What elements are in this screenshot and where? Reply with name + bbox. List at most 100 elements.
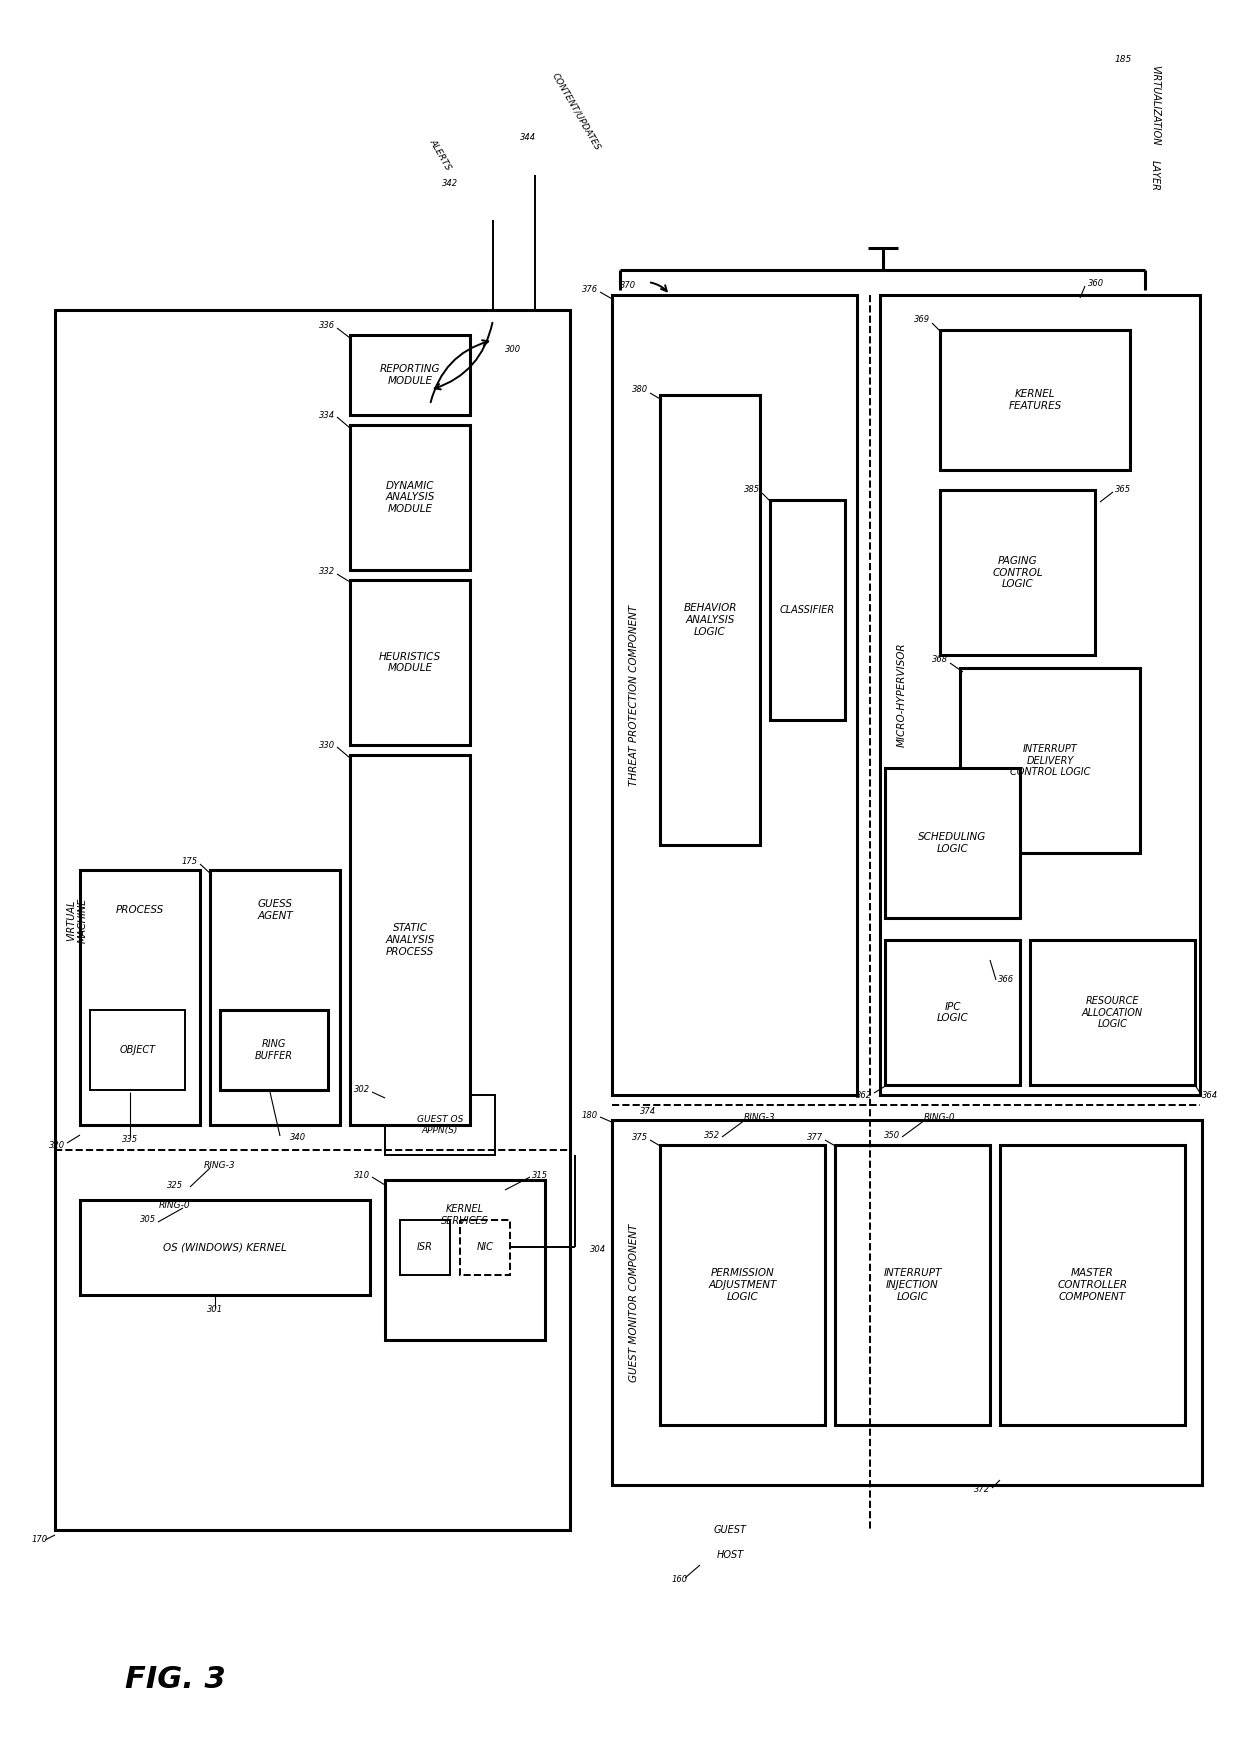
Bar xyxy=(613,1120,1202,1486)
Text: 340: 340 xyxy=(290,1134,306,1142)
Text: INTERRUPT
DELIVERY
CONTROL LOGIC: INTERRUPT DELIVERY CONTROL LOGIC xyxy=(1009,745,1090,778)
Text: ISR: ISR xyxy=(417,1242,433,1253)
Text: 377: 377 xyxy=(807,1134,823,1142)
Bar xyxy=(1030,941,1195,1084)
Bar xyxy=(940,329,1130,470)
Text: MICRO-HYPERVISOR: MICRO-HYPERVISOR xyxy=(897,643,906,748)
Text: SCHEDULING
LOGIC: SCHEDULING LOGIC xyxy=(919,832,987,853)
Bar xyxy=(835,1146,990,1424)
Text: 369: 369 xyxy=(914,315,930,324)
Text: RING-0: RING-0 xyxy=(924,1114,956,1123)
Text: 330: 330 xyxy=(319,741,335,750)
Bar xyxy=(885,767,1021,918)
Bar xyxy=(401,1219,450,1275)
Text: OS (WINDOWS) KERNEL: OS (WINDOWS) KERNEL xyxy=(164,1242,286,1253)
Text: GUEST OS
APPN(S): GUEST OS APPN(S) xyxy=(417,1116,464,1135)
Text: 310: 310 xyxy=(353,1170,370,1179)
Text: HOST: HOST xyxy=(717,1551,744,1559)
Text: 301: 301 xyxy=(207,1305,223,1314)
Text: 334: 334 xyxy=(319,410,335,419)
Text: FIG. 3: FIG. 3 xyxy=(125,1666,226,1694)
Text: THREAT PROTECTION COMPONENT: THREAT PROTECTION COMPONENT xyxy=(629,604,639,785)
Text: RING-0: RING-0 xyxy=(159,1200,191,1209)
Bar xyxy=(350,335,470,415)
Text: LAYER: LAYER xyxy=(1149,159,1159,191)
Text: IPC
LOGIC: IPC LOGIC xyxy=(936,1002,968,1023)
Text: 362: 362 xyxy=(856,1090,872,1100)
Text: GUEST: GUEST xyxy=(713,1524,746,1535)
Bar xyxy=(770,499,844,720)
Text: PROCESS: PROCESS xyxy=(115,906,164,915)
Bar xyxy=(350,755,470,1125)
Text: MASTER
CONTROLLER
COMPONENT: MASTER CONTROLLER COMPONENT xyxy=(1058,1268,1127,1302)
Text: CLASSIFIER: CLASSIFIER xyxy=(780,604,835,615)
Text: PERMISSION
ADJUSTMENT
LOGIC: PERMISSION ADJUSTMENT LOGIC xyxy=(708,1268,776,1302)
Bar xyxy=(219,1009,329,1090)
Bar xyxy=(885,941,1021,1084)
Text: 315: 315 xyxy=(532,1170,548,1179)
Text: 352: 352 xyxy=(704,1130,720,1139)
Text: 350: 350 xyxy=(884,1130,900,1139)
Text: 170: 170 xyxy=(32,1535,48,1545)
Text: 375: 375 xyxy=(632,1134,649,1142)
Bar xyxy=(350,580,470,745)
Text: 360: 360 xyxy=(1087,279,1104,287)
Text: GUEST MONITOR COMPONENT: GUEST MONITOR COMPONENT xyxy=(629,1223,639,1382)
Bar xyxy=(999,1146,1185,1424)
Text: 380: 380 xyxy=(632,385,649,394)
Text: VIRTUALIZATION: VIRTUALIZATION xyxy=(1149,65,1159,145)
Bar xyxy=(350,426,470,569)
Bar xyxy=(81,1200,370,1295)
Text: STATIC
ANALYSIS
PROCESS: STATIC ANALYSIS PROCESS xyxy=(386,923,435,957)
Text: ALERTS: ALERTS xyxy=(428,138,453,172)
Text: INTERRUPT
INJECTION
LOGIC: INTERRUPT INJECTION LOGIC xyxy=(883,1268,941,1302)
Text: 325: 325 xyxy=(167,1181,184,1190)
Text: 160: 160 xyxy=(672,1575,688,1584)
Bar xyxy=(384,1095,495,1155)
Text: 300: 300 xyxy=(505,345,521,354)
Text: 302: 302 xyxy=(353,1086,370,1095)
Text: RING-3: RING-3 xyxy=(744,1114,776,1123)
Text: 336: 336 xyxy=(319,322,335,331)
Text: RESOURCE
ALLOCATION
LOGIC: RESOURCE ALLOCATION LOGIC xyxy=(1083,995,1143,1028)
Text: GUESS
AGENT: GUESS AGENT xyxy=(257,899,293,922)
Text: KERNEL
FEATURES: KERNEL FEATURES xyxy=(1008,389,1061,410)
Text: 366: 366 xyxy=(998,976,1014,985)
Text: 335: 335 xyxy=(122,1135,138,1144)
Text: 372: 372 xyxy=(973,1486,990,1494)
Text: RING
BUFFER: RING BUFFER xyxy=(255,1039,293,1060)
Bar xyxy=(91,1009,185,1090)
Bar xyxy=(55,310,570,1529)
Bar xyxy=(880,294,1200,1095)
Text: 320: 320 xyxy=(48,1141,64,1149)
Bar xyxy=(460,1219,510,1275)
Bar xyxy=(960,668,1140,853)
Bar xyxy=(384,1181,546,1340)
Bar xyxy=(940,491,1095,655)
Text: DYNAMIC
ANALYSIS
MODULE: DYNAMIC ANALYSIS MODULE xyxy=(386,480,435,513)
Text: BEHAVIOR
ANALYSIS
LOGIC: BEHAVIOR ANALYSIS LOGIC xyxy=(683,603,737,636)
Text: 374: 374 xyxy=(640,1107,656,1116)
Text: 376: 376 xyxy=(582,286,598,294)
Text: 365: 365 xyxy=(1115,485,1131,494)
Text: 342: 342 xyxy=(441,179,458,187)
Text: 344: 344 xyxy=(520,133,536,142)
Bar xyxy=(210,871,340,1125)
Bar xyxy=(660,1146,825,1424)
Text: 385: 385 xyxy=(744,485,760,494)
Text: VIRTUAL
MACHINE: VIRTUAL MACHINE xyxy=(66,897,88,943)
Text: 370: 370 xyxy=(620,280,636,289)
Text: KERNEL
SERVICES: KERNEL SERVICES xyxy=(441,1204,489,1226)
Text: 185: 185 xyxy=(1115,56,1132,65)
Text: PAGING
CONTROL
LOGIC: PAGING CONTROL LOGIC xyxy=(992,555,1043,589)
Text: 368: 368 xyxy=(932,655,949,664)
Text: 305: 305 xyxy=(140,1216,156,1225)
Text: OBJECT: OBJECT xyxy=(119,1044,155,1055)
Text: 332: 332 xyxy=(319,568,335,576)
Text: 304: 304 xyxy=(590,1246,606,1254)
Text: NIC: NIC xyxy=(476,1242,494,1253)
Text: HEURISTICS
MODULE: HEURISTICS MODULE xyxy=(379,652,441,673)
Text: 180: 180 xyxy=(582,1111,598,1120)
Text: REPORTING
MODULE: REPORTING MODULE xyxy=(379,364,440,385)
Bar xyxy=(660,394,760,844)
